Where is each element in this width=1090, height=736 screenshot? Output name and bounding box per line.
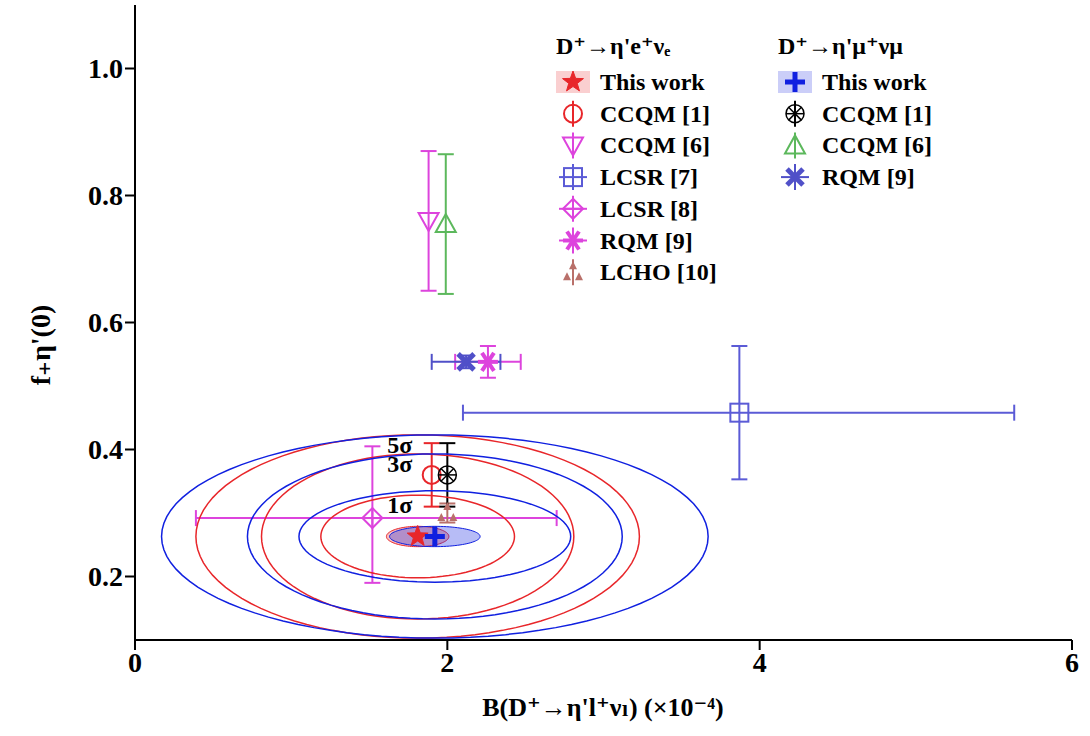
svg-text:D⁺→η'μ⁺νμ: D⁺→η'μ⁺νμ [778, 33, 903, 59]
svg-text:2: 2 [440, 647, 454, 678]
svg-text:0.2: 0.2 [88, 561, 123, 592]
svg-text:1.0: 1.0 [88, 53, 123, 84]
svg-text:RQM [9]: RQM [9] [822, 164, 915, 190]
svg-text:LCHO [10]: LCHO [10] [600, 259, 717, 285]
svg-text:RQM [9]: RQM [9] [600, 228, 693, 254]
svg-text:0.4: 0.4 [88, 434, 123, 465]
svg-text:4: 4 [753, 647, 767, 678]
svg-text:0.6: 0.6 [88, 307, 123, 338]
svg-text:CCQM [1]: CCQM [1] [600, 101, 710, 127]
svg-text:f₊η'(0): f₊η'(0) [25, 305, 56, 385]
svg-text:D⁺→η'e⁺νₑ: D⁺→η'e⁺νₑ [556, 33, 671, 59]
svg-text:This work: This work [822, 69, 927, 95]
svg-text:LCSR [8]: LCSR [8] [600, 196, 698, 222]
svg-text:LCSR [7]: LCSR [7] [600, 164, 698, 190]
svg-text:CCQM [1]: CCQM [1] [822, 101, 932, 127]
svg-text:CCQM [6]: CCQM [6] [822, 132, 932, 158]
svg-text:0: 0 [128, 647, 142, 678]
svg-text:3σ: 3σ [387, 450, 413, 477]
svg-text:This work: This work [600, 69, 705, 95]
svg-text:1σ: 1σ [387, 492, 412, 518]
svg-text:CCQM [6]: CCQM [6] [600, 132, 710, 158]
svg-text:6: 6 [1065, 647, 1079, 678]
svg-text:0.8: 0.8 [88, 180, 123, 211]
svg-text:5σ: 5σ [387, 432, 412, 458]
svg-text:B(D⁺→η'l⁺νₗ) (×10⁻⁴): B(D⁺→η'l⁺νₗ) (×10⁻⁴) [482, 693, 723, 722]
